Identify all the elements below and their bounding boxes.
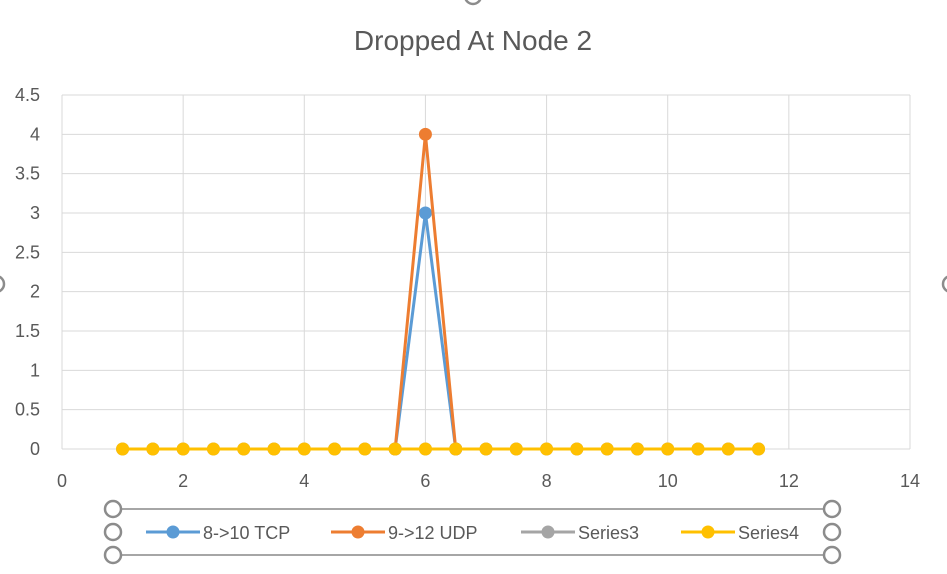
data-point	[358, 442, 372, 456]
legend-entry[interactable]: Series4	[681, 523, 799, 543]
data-point	[540, 442, 554, 456]
y-tick-label: 1	[30, 360, 40, 380]
y-tick-label: 3	[30, 203, 40, 223]
legend-label: Series3	[578, 523, 639, 543]
x-tick-label: 2	[178, 471, 188, 491]
legend-resize-handle[interactable]	[103, 499, 123, 519]
legend-swatch-marker	[166, 525, 180, 539]
data-point	[388, 442, 402, 456]
data-point	[176, 442, 190, 456]
chart-resize-handle[interactable]	[941, 275, 947, 293]
data-point	[630, 442, 644, 456]
legend-entry[interactable]: 8->10 TCP	[146, 523, 290, 543]
chart-title: Dropped At Node 2	[354, 25, 592, 56]
legend[interactable]: 8->10 TCP 9->12 UDP Series3 Series4	[103, 499, 842, 565]
axes: 0 0.5 1 1.5 2 2.5 3 3.5 4 4.5 0 2 4 6 8 10 12 14	[15, 85, 920, 491]
legend-entry[interactable]: 9->12 UDP	[331, 523, 478, 543]
legend-swatch-marker	[541, 525, 555, 539]
y-tick-label: 3.5	[15, 164, 40, 184]
legend-resize-handle[interactable]	[822, 545, 842, 565]
x-tick-label: 12	[779, 471, 799, 491]
legend-label: Series4	[738, 523, 799, 543]
data-point	[570, 442, 584, 456]
data-point	[116, 442, 130, 456]
data-point	[206, 442, 220, 456]
x-tick-label: 10	[658, 471, 678, 491]
data-point	[267, 442, 281, 456]
series-4	[116, 442, 766, 456]
y-tick-label: 2	[30, 282, 40, 302]
y-tick-label: 0.5	[15, 400, 40, 420]
data-point	[721, 442, 735, 456]
y-tick-label: 2.5	[15, 242, 40, 262]
data-point	[479, 442, 493, 456]
data-point	[418, 206, 432, 220]
legend-resize-handle[interactable]	[103, 522, 123, 542]
chart-resize-handle[interactable]	[0, 275, 6, 293]
data-point	[661, 442, 675, 456]
data-point	[328, 442, 342, 456]
x-tick-label: 14	[900, 471, 920, 491]
legend-resize-handle[interactable]	[822, 499, 842, 519]
x-tick-label: 4	[299, 471, 309, 491]
y-tick-label: 4.5	[15, 85, 40, 105]
legend-resize-handle[interactable]	[822, 522, 842, 542]
data-point	[237, 442, 251, 456]
x-tick-label: 6	[420, 471, 430, 491]
y-tick-label: 4	[30, 124, 40, 144]
y-tick-label: 0	[30, 439, 40, 459]
grid	[61, 94, 911, 450]
legend-label: 9->12 UDP	[388, 523, 478, 543]
legend-entry[interactable]: Series3	[521, 523, 639, 543]
series-layer	[116, 127, 766, 456]
data-point	[418, 442, 432, 456]
legend-resize-handle[interactable]	[103, 545, 123, 565]
legend-label: 8->10 TCP	[203, 523, 290, 543]
legend-swatch-marker	[701, 525, 715, 539]
legend-swatch-marker	[351, 525, 365, 539]
x-tick-label: 8	[542, 471, 552, 491]
data-point	[146, 442, 160, 456]
y-tick-label: 1.5	[15, 321, 40, 341]
data-point	[297, 442, 311, 456]
data-point	[449, 442, 463, 456]
data-point	[600, 442, 614, 456]
data-point	[418, 127, 432, 141]
data-point	[509, 442, 523, 456]
data-point	[752, 442, 766, 456]
x-tick-label: 0	[57, 471, 67, 491]
data-point	[691, 442, 705, 456]
chart-resize-handle[interactable]	[464, 0, 482, 6]
